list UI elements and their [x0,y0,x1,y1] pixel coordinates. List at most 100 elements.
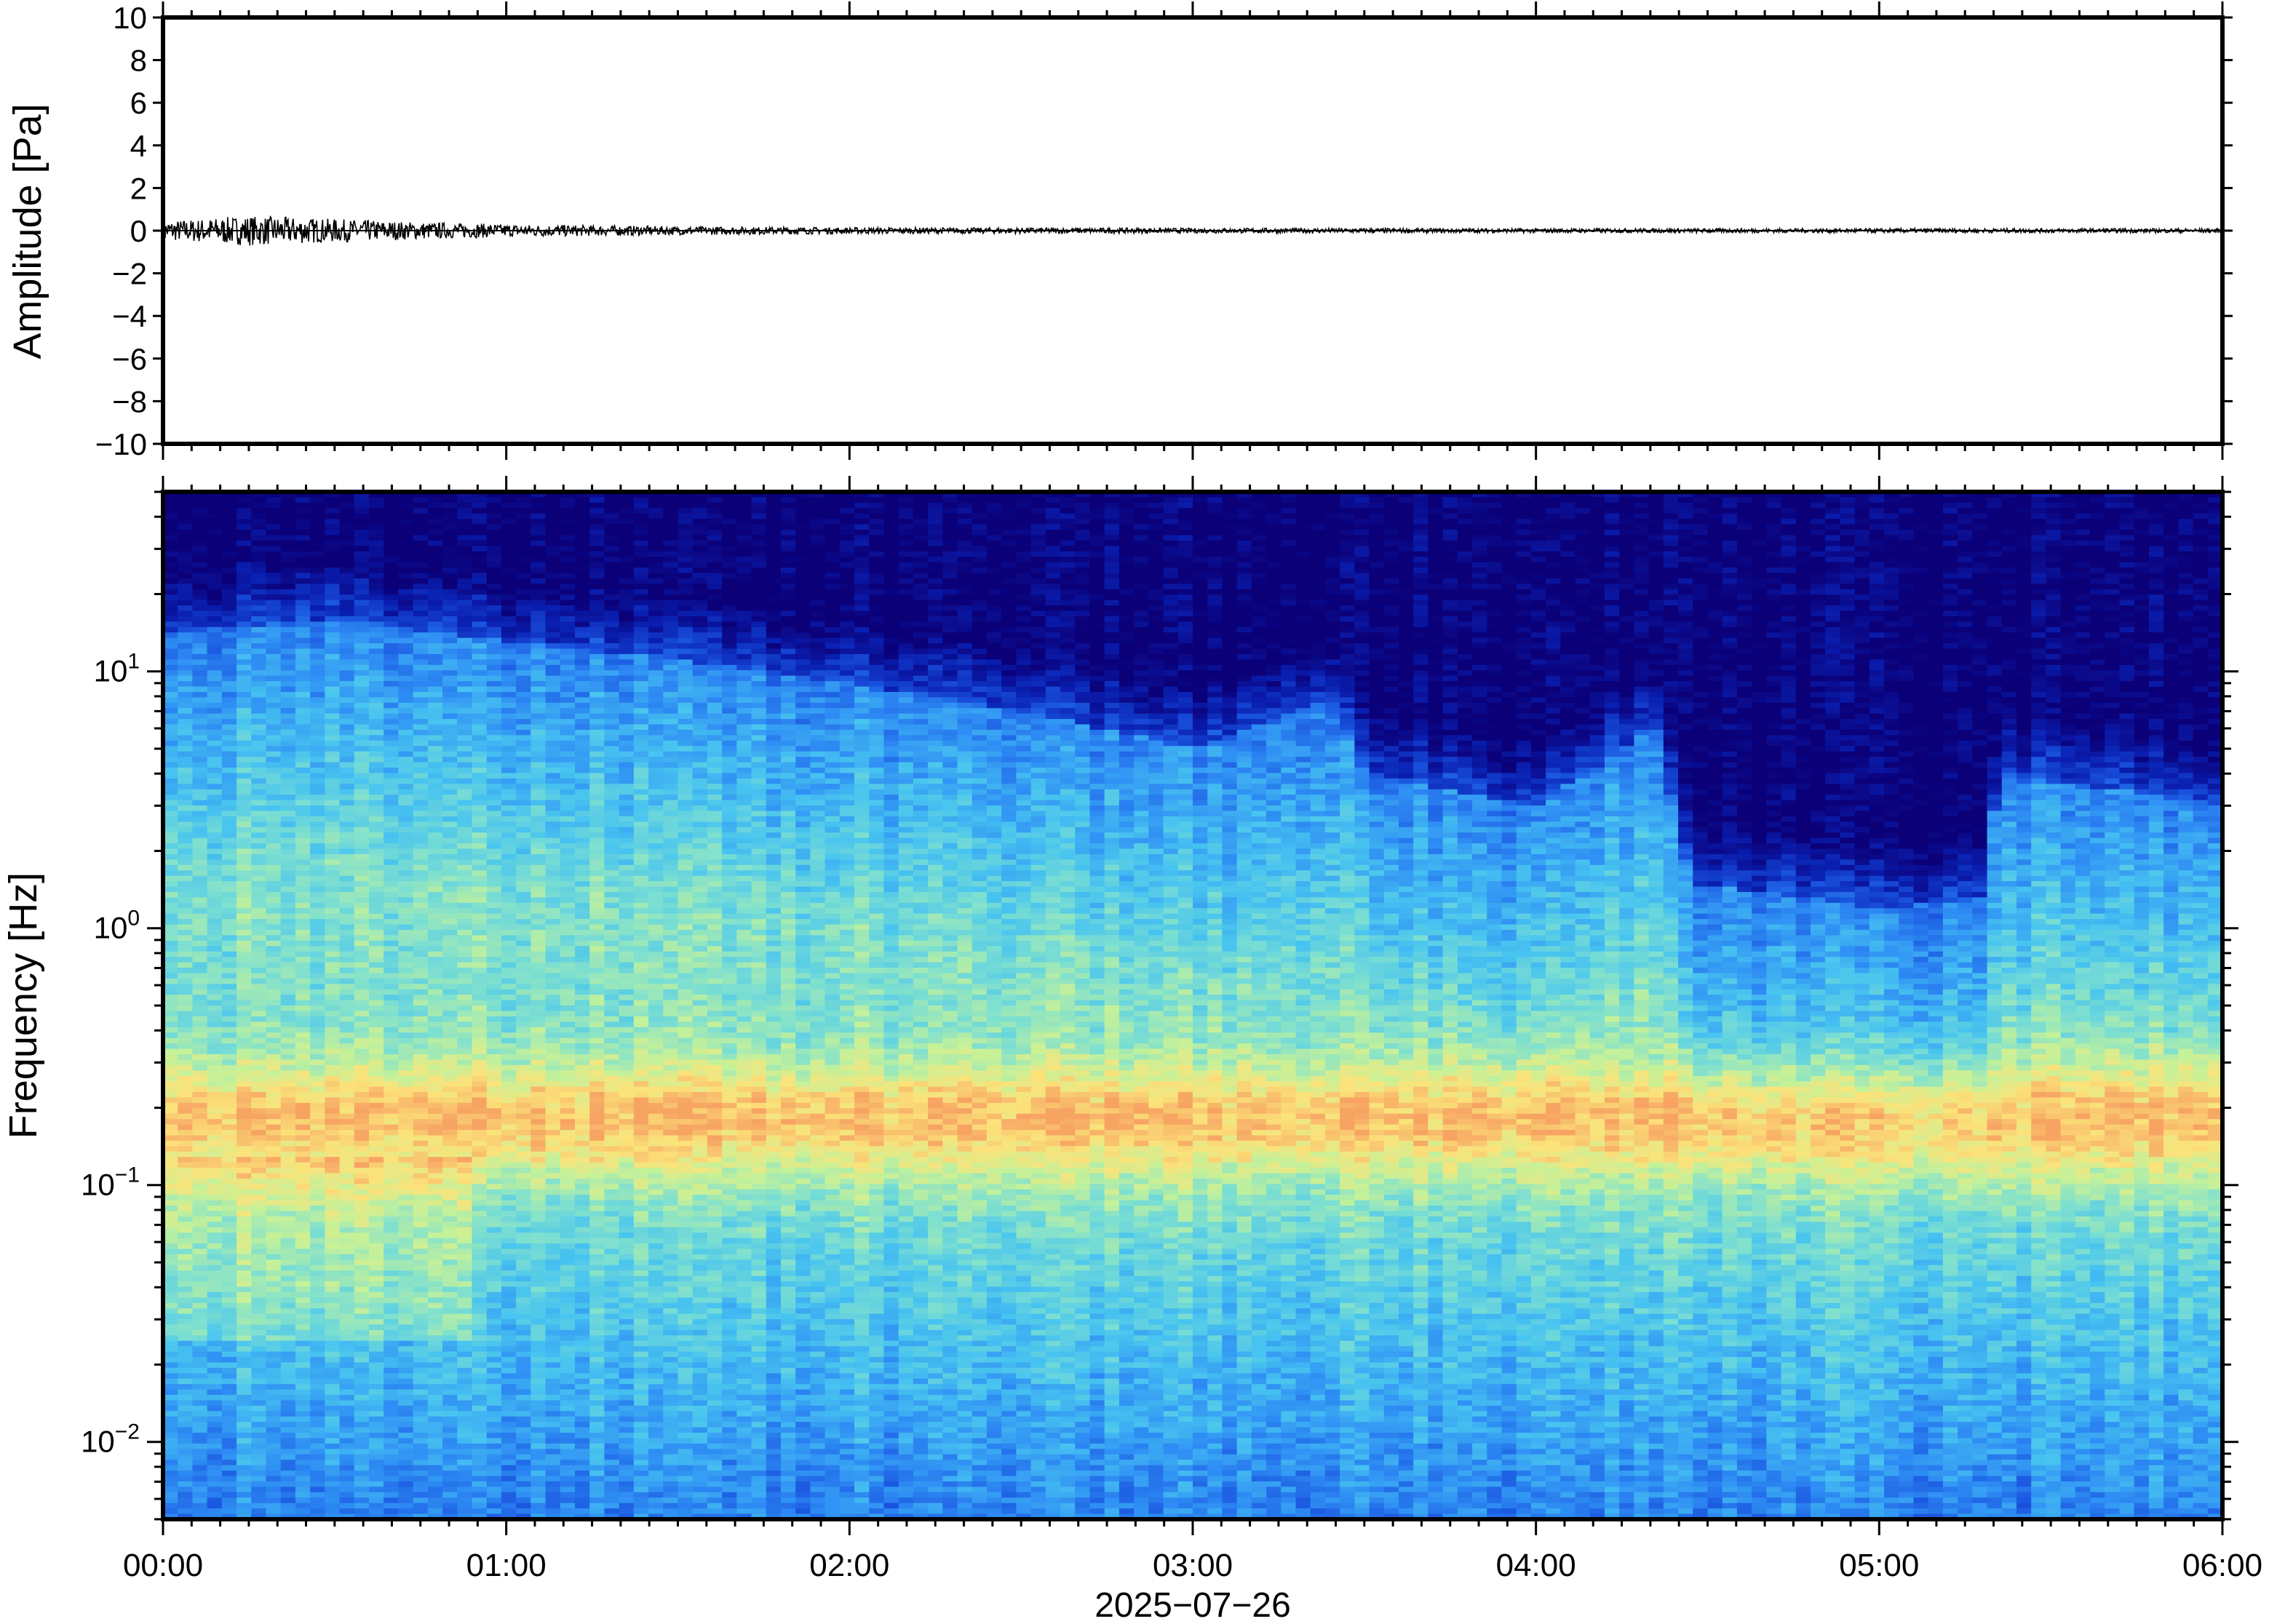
spectrogram-cell [339,1227,355,1233]
spectrogram-cell [516,995,532,1001]
spectrogram-cell [207,1513,223,1519]
spectrogram-cell [310,1270,326,1277]
spectrogram-cell [280,935,296,942]
spectrogram-cell [354,784,370,790]
spectrogram-cell [472,957,488,963]
spectrogram-cell [295,740,311,747]
spectrogram-cell [207,1108,223,1115]
spectrogram-cell [354,1340,370,1347]
spectrogram-cell [325,1291,341,1299]
spectrogram-cell [384,1422,400,1428]
spectrogram-cell [192,1011,208,1017]
spectrogram-cell [339,686,355,693]
spectrogram-cell [280,1184,296,1190]
spectrogram-cell [457,1233,473,1239]
spectrogram-cell [295,848,311,855]
spectrogram-cell [413,1043,429,1050]
spectrogram-cell [280,962,296,968]
spectrogram-cell [178,1064,194,1071]
spectrogram-cell [325,1189,341,1195]
spectrogram-cell [457,1508,473,1515]
spectrogram-cell [442,1259,458,1266]
spectrogram-cell [442,1222,458,1228]
spectrogram-cell [339,1146,355,1153]
spectrogram-cell [310,773,326,779]
spectrogram-cell [442,1319,458,1326]
spectrogram-cell [369,751,385,757]
spectrogram-cell [178,1151,194,1158]
spectrogram-cell [163,1243,179,1250]
spectrogram-cell [310,1465,326,1471]
spectrogram-cell [384,1351,400,1358]
spectrogram-cell [163,1027,179,1033]
spectrogram-cell [369,610,385,617]
spectrogram-cell [280,870,296,877]
spectrogram-cell [486,1259,502,1266]
spectrogram-cell [516,1205,532,1212]
spectrogram-cell [237,1340,253,1347]
spectrogram-cell [251,1119,267,1126]
spectrogram-cell [310,735,326,741]
spectrogram-cell [325,1513,341,1519]
spectrogram-cell [192,1102,208,1109]
spectrogram-cell [207,697,223,704]
spectrogram-cell [354,1119,370,1126]
spectrogram-cell [501,875,517,882]
spectrogram-cell [266,1173,282,1179]
spectrogram-cell [457,1146,473,1153]
spectrogram-cell [266,929,282,936]
spectrogram-cell [310,951,326,958]
spectrogram-cell [486,605,502,612]
spectrogram-cell [178,708,194,715]
spectrogram-cell [237,843,253,850]
spectrogram-cell [354,1059,370,1066]
spectrogram-cell [192,1513,208,1519]
spectrogram-cell [516,578,532,585]
spectrogram-cell [178,821,194,828]
spectrogram-cell [295,508,311,514]
spectrogram-cell [354,502,370,509]
spectrogram-cell [221,751,237,757]
spectrogram-cell [237,1167,253,1174]
spectrogram-cell [384,589,400,595]
spectrogram-cell [369,875,385,882]
spectrogram-cell [295,562,311,568]
spectrogram-cell [486,1140,502,1147]
spectrogram-cell [207,1184,223,1190]
spectrogram-cell [237,1064,253,1071]
spectrogram-cell [472,1427,488,1433]
spectrogram-cell [178,1167,194,1174]
spectrogram-cell [413,1313,429,1320]
spectrogram-cell [207,984,223,990]
spectrogram-cell [163,664,179,672]
spectrogram-cell [310,816,326,823]
spectrogram-cell [280,853,296,861]
spectrogram-cell [516,984,532,990]
spectrogram-cell [354,1286,370,1293]
spectrogram-cell [442,1249,458,1255]
spectrogram-cell [531,675,547,682]
spectrogram-cell [221,746,237,752]
spectrogram-cell [398,1313,414,1320]
spectrogram-cell [163,1016,179,1023]
spectrogram-cell [442,1091,458,1099]
spectrogram-cell [369,1470,385,1477]
spectrogram-cell [369,924,385,931]
spectrogram-cell [207,1275,223,1282]
spectrogram-cell [354,568,370,574]
spectrogram-cell [178,626,194,634]
spectrogram-cell [237,589,253,595]
spectrogram-cell [178,610,194,617]
spectrogram-cell [486,508,502,514]
spectrogram-cell [221,773,237,779]
spectrogram-cell [251,1346,267,1353]
amplitude-tick-label: 4 [130,129,147,163]
spectrogram-cell [178,897,194,904]
spectrogram-cell [516,1195,532,1201]
spectrogram-cell [280,1167,296,1174]
spectrogram-cell [266,1211,282,1217]
spectrogram-cell [427,978,443,985]
spectrogram-cell [354,848,370,855]
spectrogram-cell [325,557,341,563]
spectrogram-cell [192,1195,208,1201]
